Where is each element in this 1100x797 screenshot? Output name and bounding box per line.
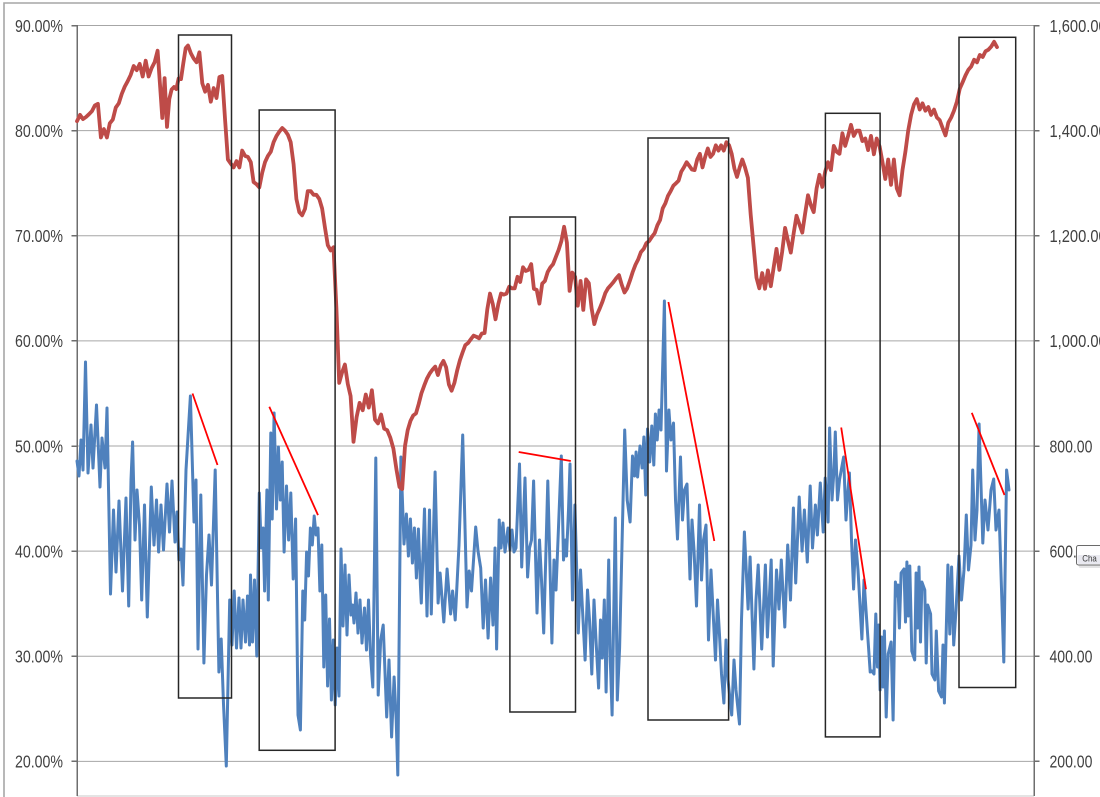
svg-text:30.00%: 30.00% (15, 647, 63, 667)
svg-text:60.00%: 60.00% (15, 331, 63, 351)
svg-text:50.00%: 50.00% (15, 436, 63, 456)
svg-text:20.00%: 20.00% (15, 752, 63, 772)
svg-text:90.00%: 90.00% (15, 16, 63, 36)
svg-text:1,000.00: 1,000.00 (1050, 331, 1100, 351)
svg-text:200.00: 200.00 (1050, 752, 1093, 772)
svg-text:70.00%: 70.00% (15, 226, 63, 246)
svg-text:80.00%: 80.00% (15, 121, 63, 141)
svg-text:800.00: 800.00 (1050, 436, 1093, 456)
svg-text:400.00: 400.00 (1050, 647, 1093, 667)
svg-text:1,400.00: 1,400.00 (1050, 121, 1100, 141)
svg-text:Cha: Cha (1082, 553, 1097, 564)
svg-text:1,600.00: 1,600.00 (1050, 16, 1100, 36)
svg-text:1,200.00: 1,200.00 (1050, 226, 1100, 246)
svg-text:40.00%: 40.00% (15, 541, 63, 561)
